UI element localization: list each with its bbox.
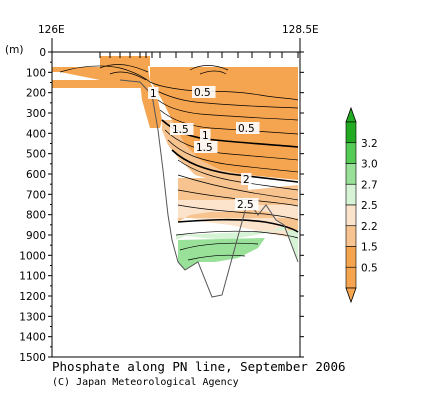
contour-line bbox=[177, 159, 299, 191]
x-tick-label-east: 128.5E bbox=[282, 24, 319, 36]
contour-label: 1.5 bbox=[172, 124, 189, 136]
chart-title: Phosphate along PN line, September 2006 bbox=[52, 359, 346, 374]
colorbar-label: 3.2 bbox=[361, 138, 378, 150]
colorbar-bin bbox=[345, 266, 357, 289]
colorbar-bin bbox=[345, 204, 357, 227]
fill-region bbox=[178, 210, 298, 240]
contour-label-bg bbox=[241, 173, 252, 185]
colorbar-label: 0.5 bbox=[361, 262, 378, 274]
chart-credit: (C) Japan Meteorological Agency bbox=[52, 377, 239, 388]
contour-label-bg bbox=[200, 129, 211, 141]
y-tick-label: 1400 bbox=[19, 332, 46, 344]
colorbar-bottom-arrow bbox=[345, 287, 357, 304]
y-tick-label: 1300 bbox=[19, 311, 46, 323]
fill-region bbox=[178, 238, 265, 270]
contour-line bbox=[177, 204, 299, 221]
contour-line bbox=[175, 230, 299, 239]
contour-label: 0.5 bbox=[238, 123, 255, 135]
contour-line bbox=[199, 70, 227, 75]
fill-region bbox=[140, 82, 162, 128]
y-tick-label: 900 bbox=[26, 230, 46, 242]
colorbar-bin bbox=[345, 142, 357, 164]
colorbar-bin bbox=[345, 163, 357, 185]
y-tick-label: 1100 bbox=[19, 271, 46, 283]
y-tick-label: 200 bbox=[26, 88, 46, 100]
contour-line-major bbox=[177, 218, 299, 233]
contour-line bbox=[177, 174, 299, 201]
contour-line bbox=[179, 242, 259, 251]
colorbar-label: 2.2 bbox=[361, 221, 378, 233]
contour-label-bg bbox=[194, 141, 218, 153]
fill-region bbox=[248, 185, 298, 205]
y-tick-label: 100 bbox=[26, 67, 46, 79]
colorbar-label: 2.7 bbox=[361, 179, 378, 191]
y-tick-label: 600 bbox=[26, 169, 46, 181]
contour-line bbox=[159, 109, 299, 135]
contour-label: 1.5 bbox=[196, 142, 213, 154]
contour-line bbox=[154, 89, 299, 109]
colorbar: 3.2 3.0 2.7 2.5 2.2 1.5 0.5 bbox=[345, 106, 378, 304]
contour-label-bg bbox=[170, 123, 194, 135]
colorbar-bin bbox=[345, 183, 357, 206]
y-axis: 0 100 200 300 400 500 600 700 800 900 1000 1100 1200… bbox=[19, 47, 304, 364]
contour-line bbox=[157, 99, 299, 121]
colorbar-label: 1.5 bbox=[361, 242, 378, 254]
fill-region bbox=[52, 80, 148, 88]
y-tick-label: 0 bbox=[39, 47, 46, 59]
contour-label-bg bbox=[148, 87, 159, 99]
contour-line bbox=[187, 254, 246, 261]
contour-label: 2.5 bbox=[237, 199, 254, 211]
y-tick-label: 1500 bbox=[19, 352, 46, 364]
colorbar-bin bbox=[345, 121, 357, 144]
contour-line bbox=[109, 71, 147, 81]
colorbar-label: 3.0 bbox=[361, 159, 378, 171]
contour-label-bg bbox=[235, 198, 259, 210]
y-tick-label: 1000 bbox=[19, 250, 46, 262]
contour-label: 1 bbox=[202, 130, 209, 142]
contour-label-bg bbox=[236, 122, 260, 134]
contour-line bbox=[149, 81, 299, 101]
plot-area: 0 100 200 300 400 500 600 700 800 900 1000 1100 1200… bbox=[5, 24, 319, 364]
y-tick-label: 400 bbox=[26, 128, 46, 140]
y-axis-unit: (m) bbox=[5, 44, 23, 56]
y-tick-label: 300 bbox=[26, 108, 46, 120]
colorbar-bin bbox=[345, 246, 357, 268]
y-tick-label: 1200 bbox=[19, 291, 46, 303]
contour-line bbox=[189, 65, 229, 71]
contour-labels: 1 0.50.51.5 11.522.5 bbox=[148, 86, 260, 211]
fill-region bbox=[178, 178, 248, 200]
contour-lines bbox=[59, 64, 299, 261]
contour-line bbox=[164, 129, 299, 161]
y-tick-label: 500 bbox=[26, 149, 46, 161]
x-tick-label-west: 126E bbox=[38, 24, 65, 36]
contour-label-bg bbox=[192, 86, 216, 98]
contour-line-major bbox=[171, 149, 299, 183]
fill-region bbox=[100, 56, 150, 66]
contour-line bbox=[59, 65, 151, 83]
seafloor-line bbox=[119, 79, 299, 298]
colorbar-bin bbox=[345, 225, 357, 247]
y-tick-label: 800 bbox=[26, 210, 46, 222]
contour-fills bbox=[52, 56, 298, 270]
y-tick-label: 700 bbox=[26, 189, 46, 201]
contour-label: 1 bbox=[150, 88, 157, 100]
contour-label: 2 bbox=[243, 174, 250, 186]
contour-line bbox=[167, 139, 299, 173]
station-markers bbox=[51, 38, 301, 58]
colorbar-top-arrow bbox=[345, 106, 357, 123]
contour-label: 0.5 bbox=[194, 87, 211, 99]
colorbar-label: 2.5 bbox=[361, 200, 378, 212]
fill-region bbox=[176, 225, 298, 262]
contour-line bbox=[99, 64, 149, 73]
